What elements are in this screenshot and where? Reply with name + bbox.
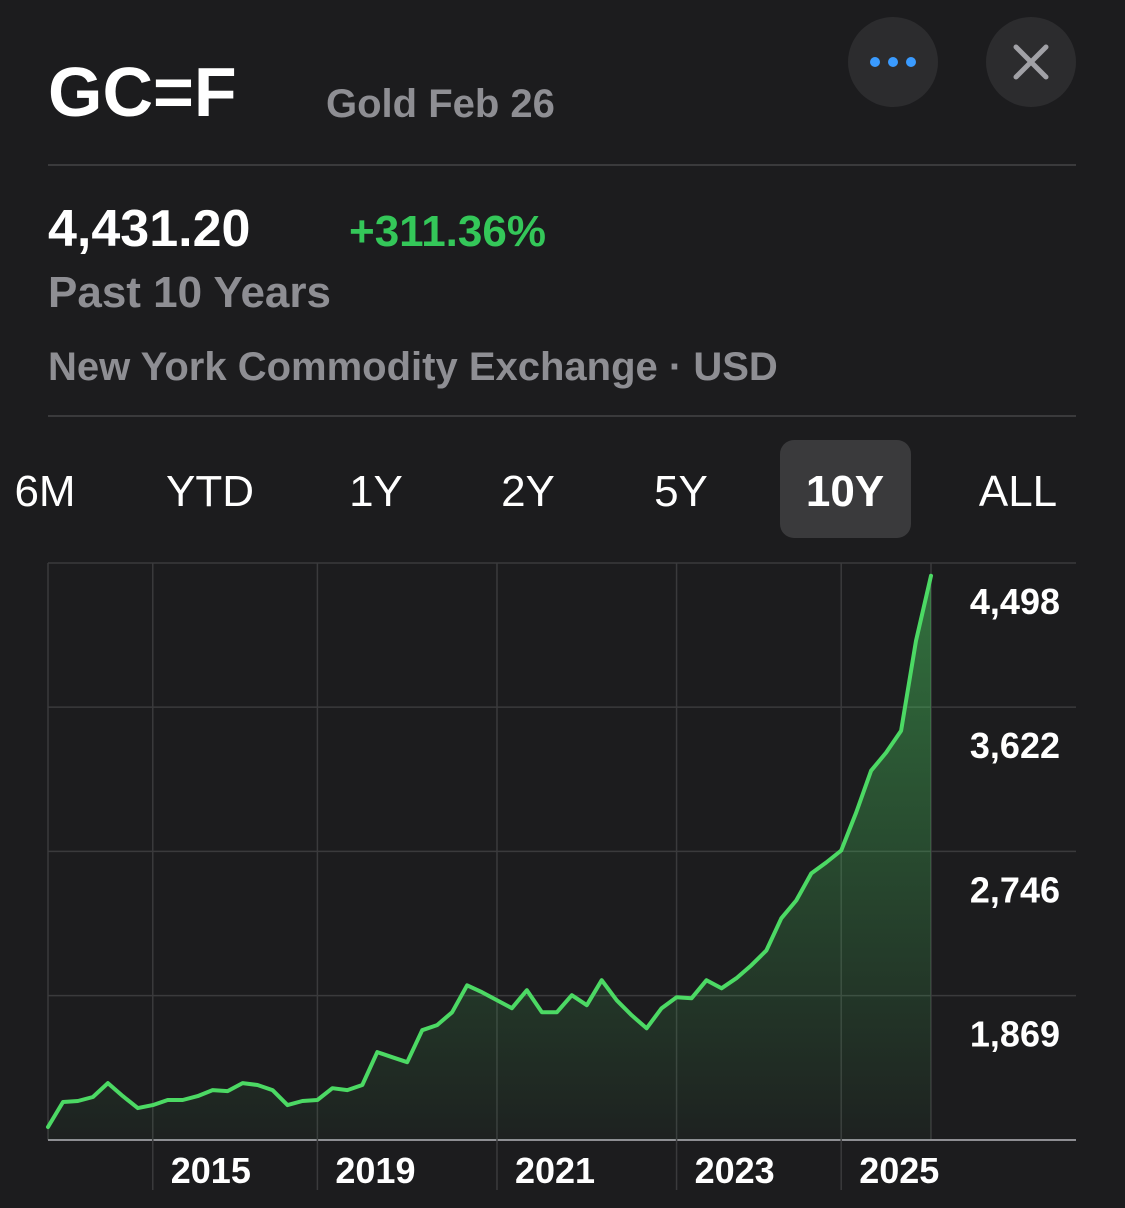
x-tick-label: 2015 — [171, 1150, 251, 1191]
symbol: GC=F — [48, 53, 237, 131]
close-icon — [1013, 44, 1049, 80]
price: 4,431.20 — [48, 200, 250, 258]
x-tick-label: 2019 — [335, 1150, 415, 1191]
period: Past 10 Years — [48, 268, 331, 317]
range-tab[interactable]: 6M — [14, 467, 75, 516]
range-tab[interactable]: ALL — [979, 467, 1057, 516]
range-tab[interactable]: YTD — [166, 467, 254, 516]
price-line — [46, 573, 933, 1129]
chart: 1,869 2,746 3,622 4,498 2015 2019 2021 2023 2025 — [46, 562, 1076, 1191]
area — [48, 575, 931, 1140]
range-tab[interactable]: 5Y — [654, 467, 708, 516]
dot — [888, 57, 898, 67]
more-button[interactable] — [848, 17, 938, 107]
range-tabs: 6M YTD 1Y 2Y 5Y 10Y ALL — [14, 440, 1057, 538]
y-tick-label: 1,869 — [970, 1014, 1060, 1055]
range-tab[interactable]: 10Y — [806, 467, 884, 516]
selected-tab-bg[interactable] — [780, 440, 911, 538]
range-tab[interactable]: 1Y — [349, 467, 403, 516]
range-tab[interactable]: 2Y — [501, 467, 555, 516]
exchange: New York Commodity Exchange · USD — [48, 345, 778, 389]
dot — [906, 57, 916, 67]
x-tick-label: 2025 — [859, 1150, 939, 1191]
instrument-name: Gold Feb 26 — [326, 82, 555, 126]
y-tick-label: 4,498 — [970, 581, 1060, 622]
change: +311.36% — [349, 207, 546, 256]
y-tick-label: 3,622 — [970, 725, 1060, 766]
y-tick-label: 2,746 — [970, 869, 1060, 910]
x-tick-label: 2021 — [515, 1150, 595, 1191]
dot — [870, 57, 880, 67]
x-tick-label: 2023 — [695, 1150, 775, 1191]
close-button[interactable] — [986, 17, 1076, 107]
